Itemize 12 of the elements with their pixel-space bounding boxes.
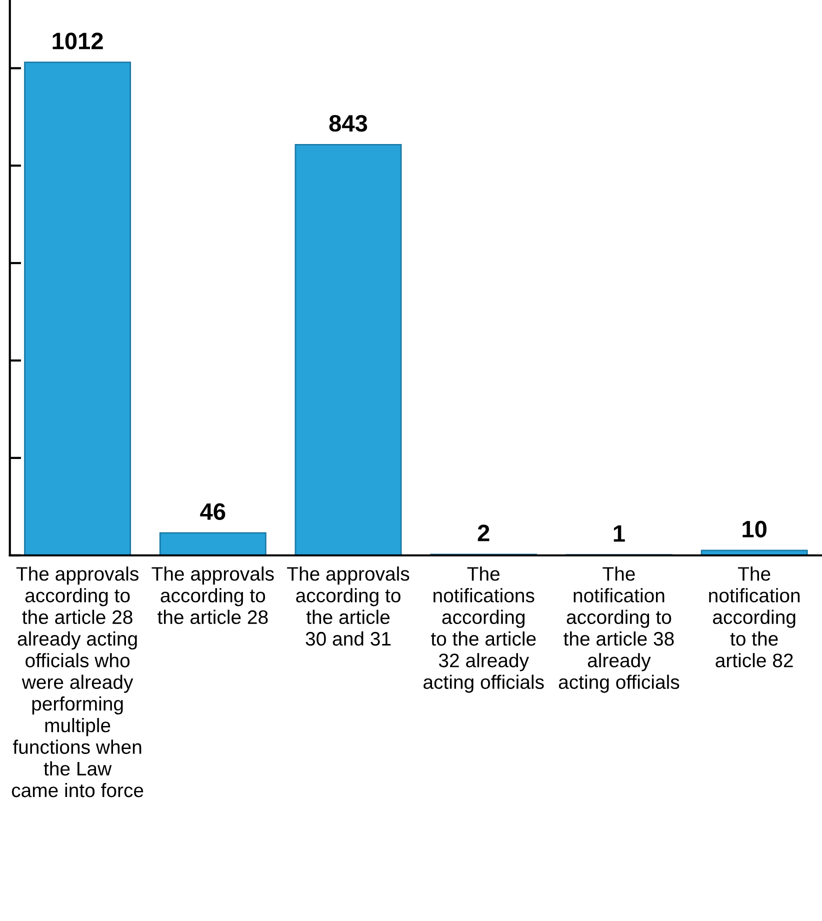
data-label: 1 xyxy=(614,525,625,542)
x-tick-label: The notification according to the article 38 already acting officials xyxy=(558,566,680,693)
data-label: 1012 xyxy=(52,32,103,50)
data-label: 843 xyxy=(329,114,368,132)
data-label: 46 xyxy=(200,503,226,520)
x-tick-label: The approvals according to the article 28 xyxy=(152,566,274,624)
x-tick-label: The notification according to the article 82 xyxy=(709,566,800,668)
data-label: 10 xyxy=(742,520,766,538)
x-tick-label: The notifications according to the article 32 already acting officials xyxy=(424,566,544,693)
x-tick-label: The approvals according to the article 30 and 31 xyxy=(287,566,410,646)
category-label: The approvals according to the article 28 already acting officials who were already performing multiple functions when the Law came into force xyxy=(12,566,144,798)
data-label: 2 xyxy=(478,524,490,542)
